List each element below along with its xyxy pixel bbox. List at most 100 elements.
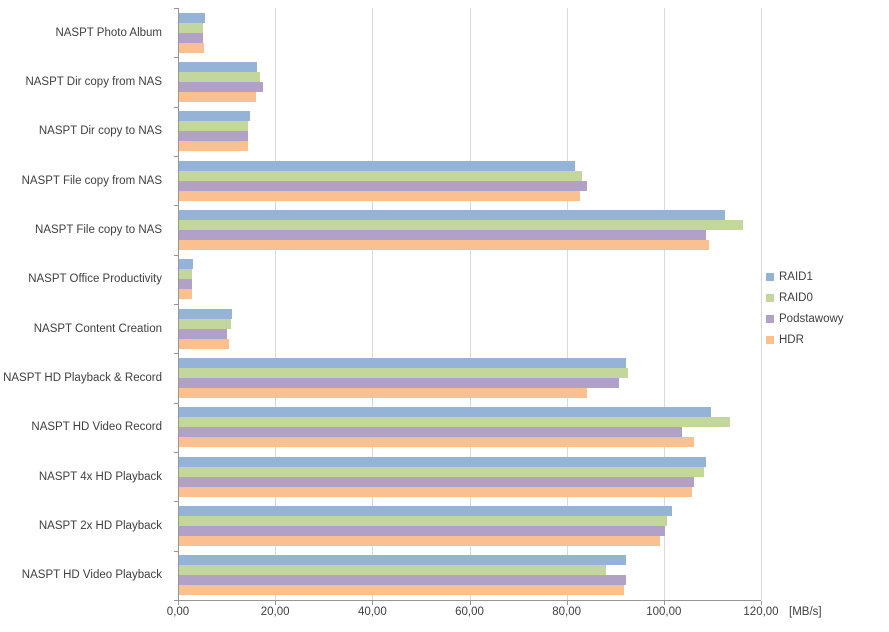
bar-hdr (179, 339, 229, 349)
bar-raid1 (179, 111, 250, 121)
bar-podstawowy (179, 82, 263, 92)
x-axis-tick-label: 80,00 (552, 606, 582, 618)
category-label: NASPT HD Playback & Record (3, 371, 162, 384)
bar-hdr (179, 240, 709, 250)
y-axis-tick (174, 403, 178, 404)
bar-hdr (179, 289, 192, 299)
category-label: NASPT HD Video Record (31, 421, 162, 434)
y-axis-tick (174, 452, 178, 453)
x-axis-tick-label: 0,00 (166, 606, 190, 618)
bar-hdr (179, 388, 587, 398)
legend-swatch-icon (766, 314, 774, 323)
legend-label: RAID0 (779, 291, 813, 304)
bar-podstawowy (179, 575, 626, 585)
bar-podstawowy (179, 427, 682, 437)
bar-raid0 (179, 319, 231, 329)
bar-podstawowy (179, 526, 665, 536)
y-axis-tick (174, 501, 178, 502)
legend-swatch-icon (766, 335, 774, 344)
x-axis-unit-label: [MB/s] (789, 606, 822, 618)
category-label: NASPT 2x HD Playback (38, 519, 162, 532)
category-label: NASPT Dir copy to NAS (38, 125, 162, 138)
bar-hdr (179, 92, 256, 102)
x-axis-tick (663, 601, 665, 605)
bar-raid0 (179, 23, 203, 33)
bar-raid0 (179, 171, 582, 181)
bar-hdr (179, 437, 694, 447)
y-axis-tick (174, 600, 178, 601)
bar-raid1 (179, 506, 672, 516)
y-axis-tick (174, 156, 178, 157)
bar-raid0 (179, 565, 606, 575)
y-axis-line (178, 8, 179, 600)
gridline (761, 8, 762, 600)
y-axis-tick (174, 8, 178, 9)
y-axis-tick (174, 57, 178, 58)
bar-raid1 (179, 457, 706, 467)
gridline (469, 8, 471, 600)
legend-swatch-icon (766, 293, 774, 302)
category-label: NASPT Office Productivity (28, 273, 162, 286)
category-label: NASPT HD Video Playback (21, 569, 162, 582)
bar-raid1 (179, 62, 257, 72)
y-axis-tick (174, 304, 178, 305)
x-axis-tick (469, 601, 471, 605)
bar-hdr (179, 141, 248, 151)
x-axis-tick-label: 120,00 (743, 606, 779, 618)
bar-hdr (179, 487, 692, 497)
bar-hdr (179, 585, 624, 595)
bar-hdr (179, 191, 580, 201)
bar-raid0 (179, 516, 667, 526)
legend-item-podstawowy: Podstawowy (766, 308, 844, 329)
x-axis-tick-label: 20,00 (260, 606, 290, 618)
bar-raid1 (179, 555, 626, 565)
category-label: NASPT Content Creation (33, 322, 162, 335)
bar-podstawowy (179, 181, 587, 191)
bar-raid0 (179, 121, 248, 131)
value-axis-labels: 0,00 20,00 40,00 60,00 80,00 100,00 120,00 (167, 606, 779, 622)
bar-podstawowy (179, 279, 192, 289)
x-axis-tick-label: 100,00 (646, 606, 682, 618)
gridline (566, 8, 568, 600)
legend: RAID1 RAID0 Podstawowy HDR (766, 266, 844, 350)
bar-raid0 (179, 269, 192, 279)
gridline (663, 8, 665, 600)
bar-hdr (179, 536, 660, 546)
bar-raid0 (179, 368, 628, 378)
category-label: NASPT File copy from NAS (21, 174, 162, 187)
x-axis-tick (566, 601, 568, 605)
bar-podstawowy (179, 131, 248, 141)
bar-raid1 (179, 358, 626, 368)
y-axis-tick (174, 353, 178, 354)
category-axis-labels: NASPT Photo Album NASPT Dir copy from NAS… (0, 8, 170, 600)
bar-raid1 (179, 309, 232, 319)
category-label: NASPT Photo Album (55, 26, 162, 39)
x-axis-tick-label: 60,00 (455, 606, 484, 618)
category-label: NASPT 4x HD Playback (38, 470, 162, 483)
y-axis-tick (174, 205, 178, 206)
y-axis-tick (174, 255, 178, 256)
bar-hdr (179, 43, 204, 53)
x-axis-tick (178, 601, 179, 605)
bar-podstawowy (179, 477, 694, 487)
bar-raid0 (179, 220, 743, 230)
legend-label: RAID1 (779, 270, 813, 283)
legend-label: Podstawowy (779, 312, 844, 325)
x-axis-tick (761, 601, 762, 605)
legend-item-raid1: RAID1 (766, 266, 844, 287)
x-axis-line (177, 600, 761, 601)
y-axis-tick (174, 551, 178, 552)
gridline (372, 8, 374, 600)
bar-raid0 (179, 72, 260, 82)
x-axis-tick-label: 40,00 (357, 606, 387, 618)
x-axis-tick (372, 601, 374, 605)
plot-area (174, 8, 762, 605)
bar-podstawowy (179, 378, 619, 388)
legend-swatch-icon (766, 272, 774, 281)
bar-raid0 (179, 467, 704, 477)
legend-label: HDR (779, 333, 804, 346)
bar-podstawowy (179, 329, 227, 339)
bar-raid1 (179, 407, 711, 417)
category-label: NASPT File copy to NAS (35, 223, 162, 236)
